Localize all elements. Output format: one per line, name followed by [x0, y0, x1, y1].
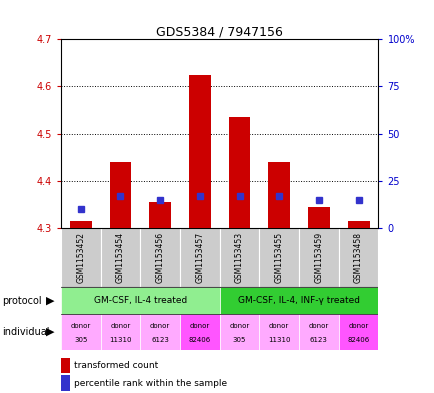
Text: GSM1153459: GSM1153459 — [314, 232, 322, 283]
Bar — [100, 314, 140, 350]
Text: donor: donor — [308, 323, 328, 329]
Bar — [228, 117, 250, 228]
Text: individual: individual — [2, 327, 49, 337]
Bar — [149, 202, 171, 228]
Text: 82406: 82406 — [347, 337, 369, 343]
Text: 11310: 11310 — [109, 337, 132, 343]
Text: GSM1153458: GSM1153458 — [353, 232, 362, 283]
Text: 6123: 6123 — [151, 337, 169, 343]
Bar — [219, 287, 378, 314]
Text: 82406: 82406 — [188, 337, 210, 343]
Bar — [219, 228, 259, 287]
Text: GSM1153452: GSM1153452 — [76, 232, 85, 283]
Bar — [140, 314, 180, 350]
Bar — [109, 162, 131, 228]
Bar — [180, 314, 219, 350]
Text: 11310: 11310 — [267, 337, 290, 343]
Bar — [100, 228, 140, 287]
Bar — [70, 221, 92, 228]
Text: GM-CSF, IL-4, INF-γ treated: GM-CSF, IL-4, INF-γ treated — [237, 296, 359, 305]
Text: GM-CSF, IL-4 treated: GM-CSF, IL-4 treated — [93, 296, 187, 305]
Bar — [180, 228, 219, 287]
Bar — [219, 314, 259, 350]
Bar — [61, 287, 219, 314]
Text: GSM1153454: GSM1153454 — [116, 232, 125, 283]
Text: donor: donor — [348, 323, 368, 329]
Text: transformed count: transformed count — [74, 361, 158, 370]
Bar — [299, 314, 338, 350]
Text: ▶: ▶ — [46, 296, 54, 306]
Bar — [259, 228, 299, 287]
Text: donor: donor — [70, 323, 91, 329]
Text: ▶: ▶ — [46, 327, 54, 337]
Bar — [338, 228, 378, 287]
Title: GDS5384 / 7947156: GDS5384 / 7947156 — [156, 25, 283, 38]
Bar — [268, 162, 289, 228]
Bar — [259, 314, 299, 350]
Bar — [347, 221, 368, 228]
Bar — [61, 314, 100, 350]
Text: GSM1153455: GSM1153455 — [274, 232, 283, 283]
Bar — [61, 228, 100, 287]
Text: 305: 305 — [232, 337, 246, 343]
Text: donor: donor — [150, 323, 170, 329]
Bar — [307, 207, 329, 228]
Text: donor: donor — [229, 323, 249, 329]
Text: donor: donor — [269, 323, 289, 329]
Text: 6123: 6123 — [309, 337, 327, 343]
Bar — [299, 228, 338, 287]
Bar — [140, 228, 180, 287]
Text: GSM1153453: GSM1153453 — [234, 232, 243, 283]
Text: GSM1153456: GSM1153456 — [155, 232, 164, 283]
Text: donor: donor — [110, 323, 130, 329]
Text: 305: 305 — [74, 337, 87, 343]
Text: protocol: protocol — [2, 296, 42, 306]
Text: GSM1153457: GSM1153457 — [195, 232, 204, 283]
Text: percentile rank within the sample: percentile rank within the sample — [74, 379, 227, 387]
Bar — [338, 314, 378, 350]
Text: donor: donor — [189, 323, 210, 329]
Bar — [188, 75, 210, 228]
